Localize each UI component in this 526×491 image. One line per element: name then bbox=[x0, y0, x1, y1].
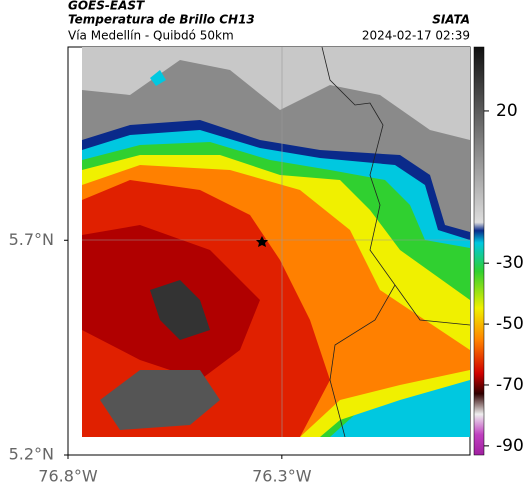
datetime: 2024-02-17 02:39 bbox=[362, 29, 470, 43]
colorbar-tick-label: -50 bbox=[496, 314, 524, 334]
x-tick-label: 76.8°W bbox=[38, 467, 98, 486]
y-tick-label: 5.7°N bbox=[9, 230, 54, 249]
temperature-field bbox=[82, 47, 470, 437]
subtitle: Vía Medellín - Quibdó 50km bbox=[68, 29, 234, 43]
colorbar bbox=[473, 46, 485, 456]
x-tick-label: 76.3°W bbox=[252, 467, 312, 486]
source: GOES-EAST bbox=[68, 0, 145, 13]
title: Temperatura de Brillo CH13 bbox=[68, 13, 255, 27]
y-tick-label: 5.2°N bbox=[9, 445, 54, 464]
colorbar-tick-label: 20 bbox=[496, 101, 518, 121]
colorbar-tick-label: -90 bbox=[496, 436, 524, 456]
colorbar-tick-label: -30 bbox=[496, 253, 524, 273]
colorbar-tick-label: -70 bbox=[496, 375, 524, 395]
org: SIATA bbox=[432, 13, 470, 27]
